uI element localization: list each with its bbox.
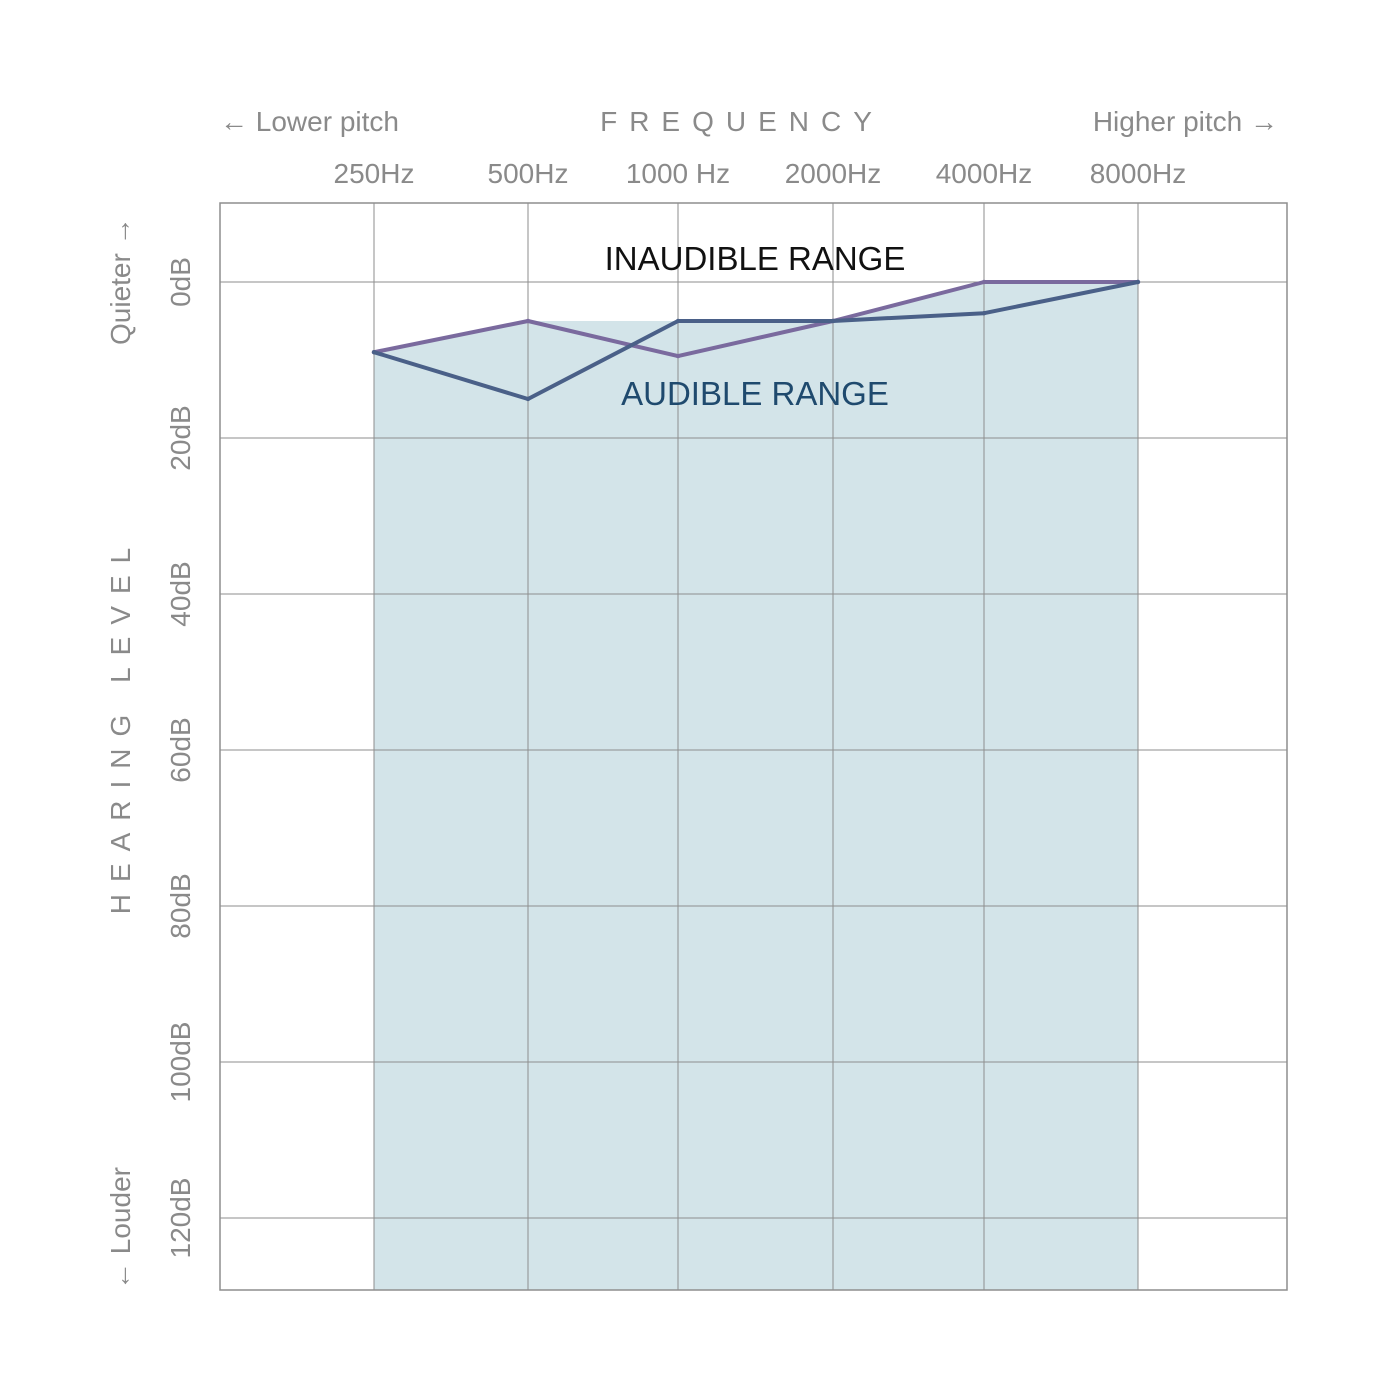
series-point [981, 311, 987, 316]
grid [220, 203, 1287, 1290]
x-tick-label: 8000Hz [1090, 158, 1187, 189]
series-point [981, 279, 987, 285]
x-direction-left-label: ← Lower pitch [220, 106, 399, 137]
x-tick-labels: 250Hz 500Hz 1000 Hz 2000Hz 4000Hz 8000Hz [334, 158, 1187, 189]
plot-frame [219, 202, 1288, 1291]
x-tick-label: 500Hz [488, 158, 569, 189]
y-tick-label: 40dB [165, 561, 196, 626]
series-point [1135, 279, 1141, 285]
x-tick-label: 4000Hz [936, 158, 1033, 189]
x-tick-label: 250Hz [334, 158, 415, 189]
series-point [830, 318, 836, 324]
series-point [371, 350, 377, 355]
x-direction-right-label: Higher pitch → [1093, 106, 1278, 137]
x-direction-left: ← Lower pitch [220, 106, 399, 137]
y-tick-label: 60dB [165, 717, 196, 782]
x-tick-label: 2000Hz [785, 158, 882, 189]
series-point [675, 318, 681, 324]
y-tick-label: 80dB [165, 873, 196, 938]
y-tick-label: 0dB [165, 257, 196, 307]
audible-range-fill [374, 282, 1138, 1290]
audible-range-label: AUDIBLE RANGE [621, 375, 889, 412]
y-tick-label: 120dB [165, 1178, 196, 1259]
x-axis-title: FREQUENCY [600, 106, 884, 137]
y-direction-bottom-label: ← Louder [105, 1167, 136, 1290]
series-point [525, 396, 531, 402]
inaudible-range-label: INAUDIBLE RANGE [605, 240, 906, 277]
x-tick-label: 1000 Hz [626, 158, 730, 189]
y-tick-label: 100dB [165, 1022, 196, 1103]
series-line-1 [373, 280, 1139, 401]
y-tick-label: 20dB [165, 405, 196, 470]
series-point [675, 353, 681, 359]
y-direction-top-label: Quieter → [105, 217, 136, 345]
y-axis-title: HEARING LEVEL [105, 536, 136, 915]
series-layer [371, 279, 1141, 402]
y-tick-labels: 0dB 20dB 40dB 60dB 80dB 100dB 120dB [165, 257, 196, 1258]
series-line-0 [373, 280, 1138, 359]
series-point [525, 318, 531, 324]
